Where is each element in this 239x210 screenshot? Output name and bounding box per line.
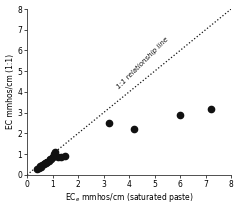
Point [38,165,42,169]
Point [44,161,48,164]
Point [107,121,111,125]
Point [49,157,53,160]
Point [51,156,54,159]
Point [132,127,136,131]
Text: 1:1 relationship line: 1:1 relationship line [115,36,169,90]
Point [56,156,60,159]
Point [43,162,47,165]
Point [39,165,43,168]
Point [48,158,52,161]
Point [46,160,49,164]
Point [178,113,182,116]
Point [53,150,57,154]
Point [60,155,63,158]
Point [37,166,40,169]
Point [38,164,42,168]
Point [52,152,56,156]
Y-axis label: EC mmhos/cm (1:1): EC mmhos/cm (1:1) [5,54,15,130]
Point [47,159,51,162]
X-axis label: EC$_e$ mmhos/cm (saturated paste): EC$_e$ mmhos/cm (saturated paste) [65,192,194,205]
Point [35,167,39,170]
Point [209,107,212,110]
Point [63,155,67,158]
Point [40,163,44,167]
Point [42,163,46,166]
